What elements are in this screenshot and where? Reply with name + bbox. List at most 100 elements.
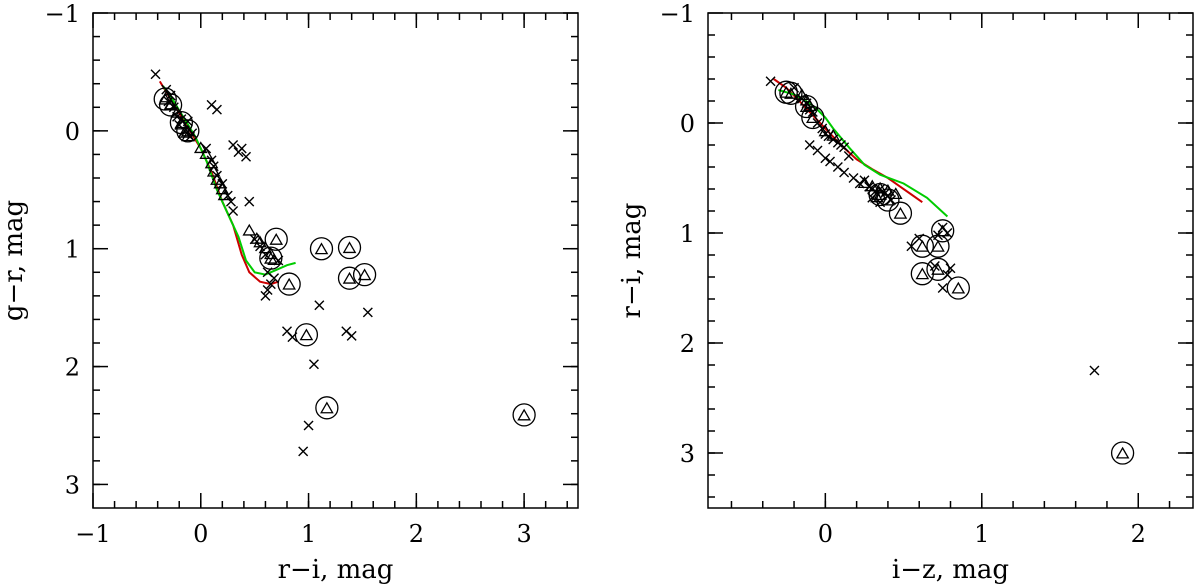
x-tick-label: 3 [516,520,531,548]
ringed-triangle-point [1115,446,1130,459]
ringed-triangle-point [299,328,314,341]
left-panel-gr-vs-ri: −1 0 1 2 3 −1 0 1 2 3 r−i, mag g−r, mag [0,0,579,585]
ringed-triangle-circle [169,110,194,135]
ringed-triangle-circle [876,188,900,212]
ringed-triangle-circle [888,201,913,225]
ringed-triangle-circle [512,403,536,427]
y-tick-label: 3 [65,471,80,499]
ringed-triangle-circle [337,235,362,260]
cross-point [308,359,319,370]
ringed-triangle-circle [926,234,950,258]
y-tick-label: 1 [680,220,695,248]
cross-point [314,300,325,311]
x-tick-label: 0 [193,520,208,548]
ringed-triangle-point [873,188,887,201]
ringed-triangle-point [342,241,357,254]
cross-point [211,104,222,115]
x-axis-label: r−i, mag [278,555,394,585]
ringed-triangle-circle [910,234,934,258]
triangle-point [826,128,840,141]
ringed-triangle-point [320,401,334,414]
triangle-point [217,188,232,201]
cross-point [303,420,314,431]
ringed-triangle-point [805,111,820,124]
y-axis-label: r−i, mag [617,203,647,319]
ringed-triangle-point [893,206,908,219]
ringed-triangle-point [269,232,284,245]
cross-point [804,140,815,150]
cross-point [228,206,239,216]
ringed-triangle-point [915,239,930,252]
ringed-triangle-circle [176,119,200,143]
ringed-triangle-circle [1110,441,1135,465]
ringed-triangle-point [314,242,329,255]
cross-point [265,279,276,290]
x-tick-label: 2 [409,520,424,548]
ringed-triangle-circle [779,81,803,105]
ringed-triangle-circle [794,94,819,119]
triangle-point [865,179,880,192]
cross-point [812,145,823,156]
cross-point [937,283,948,293]
ringed-triangle-point [517,408,531,421]
green-model-track [778,89,949,218]
ringed-triangle-circle [910,262,934,286]
triangle-point [199,147,213,159]
cross-point [298,446,309,457]
cross-point [269,273,280,284]
cross-point [839,167,850,178]
triangle-point [857,176,872,189]
cross-point [839,142,850,153]
ringed-triangle-circle [264,227,288,251]
cross-point [765,76,776,87]
cross-point [150,69,161,80]
triangle-point [242,223,257,236]
x-tick-label: 0 [818,520,833,548]
cross-point [244,196,255,207]
ringed-triangle-point [357,268,372,281]
cross-point [362,307,373,318]
green-model-track [162,85,296,276]
x-tick-label: −1 [75,520,110,548]
ringed-triangle-point [181,124,195,137]
ringed-triangle-circle [259,246,283,270]
ringed-triangle-circle [352,262,377,287]
ringed-triangle-circle [277,272,301,296]
triangle-point [204,156,219,169]
ringed-triangle-point [282,277,296,290]
cross-point [820,153,831,164]
right-panel-ri-vs-iz: 0 1 2 −1 0 1 2 3 i−z, mag r−i, mag [617,0,1194,585]
ringed-triangle-point [881,193,895,206]
ringed-triangle-point [931,262,945,275]
cross-point [843,151,854,161]
cross-point [945,263,956,274]
plot-frame [707,12,1194,509]
cross-point [262,284,273,295]
y-tick-label: −1 [660,0,695,28]
ringed-triangle-point [342,271,357,284]
ringed-triangle-point [158,92,173,105]
cross-point [225,196,236,207]
cross-point [236,143,247,154]
cross-point [228,140,239,150]
y-axis-label: g−r, mag [0,200,29,321]
ringed-triangle-point [931,239,945,252]
triangle-point [795,88,809,101]
x-tick-label: 1 [301,520,316,548]
y-tick-label: 3 [680,440,695,468]
y-tick-label: −1 [45,0,80,28]
x-tick-label: 2 [1131,520,1146,548]
triangle-point [802,99,817,112]
cross-point [260,290,271,301]
ringed-triangle-point [264,251,278,264]
cross-point [241,151,252,162]
x-tick-label: 1 [974,520,989,548]
ringed-triangle-circle [868,182,892,207]
ringed-triangle-circle [931,219,955,243]
ringed-triangle-circle [926,257,950,281]
plot-frame [92,12,579,509]
y-tick-label: 0 [65,118,80,146]
triangle-point [267,253,281,266]
ringed-triangle-point [163,98,178,111]
